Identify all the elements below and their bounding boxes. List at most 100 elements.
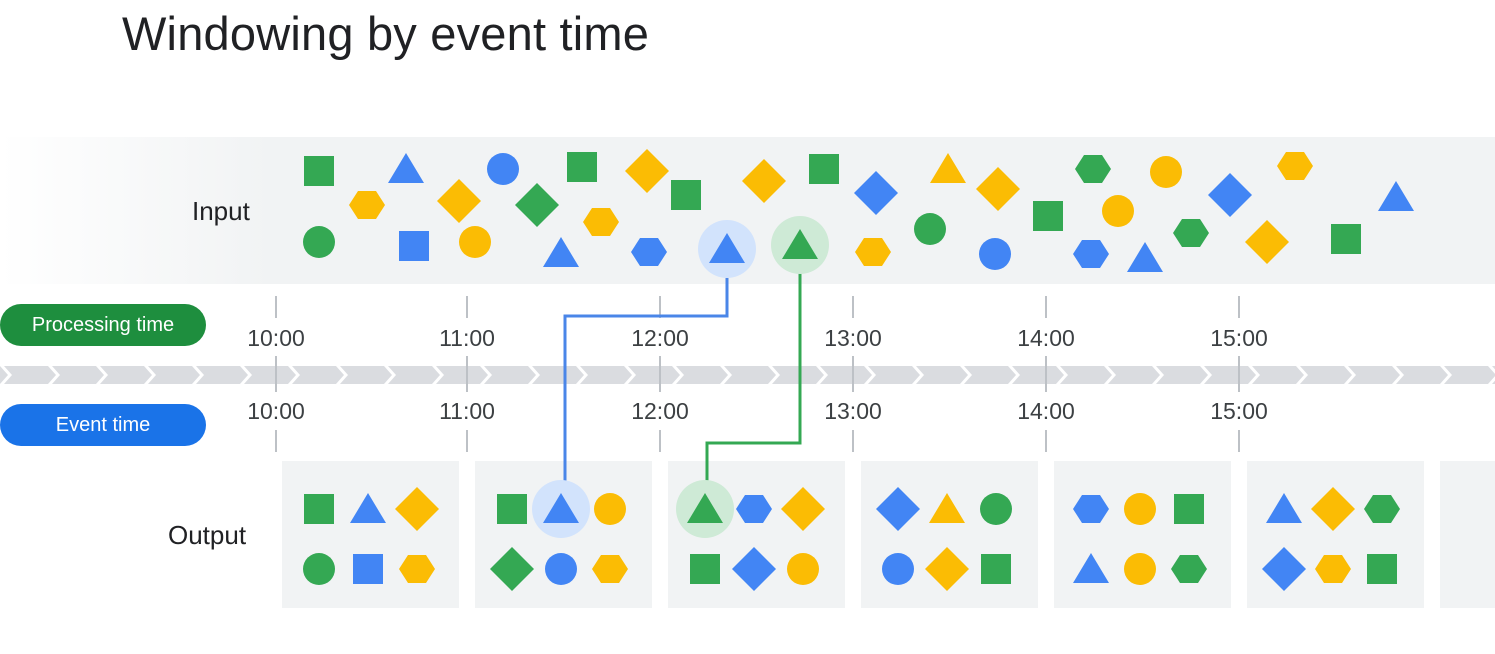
- tick-lines: [275, 296, 1240, 452]
- input-green-circle-1: [303, 226, 335, 258]
- input-yellow-hexagon-2: [349, 191, 385, 219]
- chevron-7: [336, 366, 348, 384]
- output-blue-hexagon-4-0: [1073, 495, 1109, 523]
- chevron-12: [576, 366, 588, 384]
- output-blue-diamond-2-4: [732, 547, 776, 591]
- output-window-4: [1054, 461, 1231, 608]
- output-blue-diamond-3-0: [876, 487, 920, 531]
- output-yellow-diamond-5-1: [1311, 487, 1355, 531]
- chevron-22: [1056, 366, 1068, 384]
- chevron-28: [1344, 366, 1356, 384]
- processing-tick-label-4: 14:00: [1017, 325, 1075, 351]
- input-blue-hexagon-13: [631, 238, 667, 266]
- chevron-9: [432, 366, 444, 384]
- output-blue-hexagon-2-1: [736, 495, 772, 523]
- chevron-2: [96, 366, 108, 384]
- chevron-19: [912, 366, 924, 384]
- processing-tick-label-0: 10:00: [247, 325, 305, 351]
- chevron-3: [144, 366, 156, 384]
- processing-time-pill: Processing time: [0, 304, 206, 346]
- input-green-circle-21: [914, 213, 946, 245]
- output-yellow-hexagon-5-4: [1315, 555, 1351, 583]
- output-green-hexagon-5-2: [1364, 495, 1400, 523]
- input-yellow-diamond-33: [1245, 220, 1289, 264]
- chevron-11: [528, 366, 540, 384]
- input-blue-square-4: [399, 231, 429, 261]
- input-yellow-circle-6: [459, 226, 491, 258]
- chevron-27: [1296, 366, 1308, 384]
- output-windows: [282, 461, 1495, 608]
- chevron-29: [1392, 366, 1404, 384]
- output-green-square-3-5: [981, 554, 1011, 584]
- green-link-line: [705, 272, 802, 484]
- output-blue-triangle-1-1: [543, 493, 579, 523]
- input-green-square-14: [671, 180, 701, 210]
- input-blue-triangle-9: [543, 237, 579, 267]
- input-green-triangle-17: [782, 229, 818, 259]
- output-yellow-diamond-2-2: [781, 487, 825, 531]
- output-yellow-circle-4-4: [1124, 553, 1156, 585]
- input-blue-diamond-32: [1208, 173, 1252, 217]
- input-yellow-hexagon-11: [583, 208, 619, 236]
- output-blue-triangle-0-1: [350, 493, 386, 523]
- output-blue-diamond-5-3: [1262, 547, 1306, 591]
- event-time-pill: Event time: [0, 404, 206, 446]
- output-blue-square-0-4: [353, 554, 383, 584]
- event-tick-label-1: 11:00: [439, 398, 495, 424]
- input-blue-triangle-36: [1378, 181, 1414, 211]
- processing-tick-label-1: 11:00: [439, 325, 495, 351]
- output-window-0: [282, 461, 459, 608]
- output-window-6: [1440, 461, 1495, 608]
- chevron-14: [672, 366, 684, 384]
- chevron-20: [960, 366, 972, 384]
- chevron-18: [864, 366, 876, 384]
- chevron-5: [240, 366, 252, 384]
- output-yellow-hexagon-1-5: [592, 555, 628, 583]
- chevron-0: [0, 366, 12, 384]
- chevron-25: [1200, 366, 1212, 384]
- output-yellow-circle-2-5: [787, 553, 819, 585]
- input-yellow-hexagon-20: [855, 238, 891, 266]
- output-elements: [303, 480, 1400, 591]
- input-blue-triangle-3: [388, 153, 424, 183]
- processing-tick-label-2: 12:00: [631, 325, 689, 351]
- chevron-1: [48, 366, 60, 384]
- input-blue-triangle-15: [709, 233, 745, 263]
- output-green-square-2-3: [690, 554, 720, 584]
- output-green-square-4-2: [1174, 494, 1204, 524]
- output-green-square-5-5: [1367, 554, 1397, 584]
- output-yellow-hexagon-0-5: [399, 555, 435, 583]
- chevron-8: [384, 366, 396, 384]
- output-yellow-diamond-3-4: [925, 547, 969, 591]
- input-green-square-35: [1331, 224, 1361, 254]
- event-tick-label-0: 10:00: [247, 398, 305, 424]
- chevron-15: [720, 366, 732, 384]
- input-yellow-diamond-12: [625, 149, 669, 193]
- input-green-square-0: [304, 156, 334, 186]
- output-green-diamond-1-3: [490, 547, 534, 591]
- page-title: Windowing by event time: [122, 7, 650, 60]
- output-window-5: [1247, 461, 1424, 608]
- arrow-track-bar: [0, 366, 1495, 384]
- output-row-label: Output: [168, 520, 247, 550]
- input-green-hexagon-26: [1075, 155, 1111, 183]
- event-tick-label-4: 14:00: [1017, 398, 1075, 424]
- chevron-24: [1152, 366, 1164, 384]
- output-green-square-1-0: [497, 494, 527, 524]
- input-green-square-25: [1033, 201, 1063, 231]
- chevron-16: [768, 366, 780, 384]
- input-yellow-diamond-5: [437, 179, 481, 223]
- input-green-square-18: [809, 154, 839, 184]
- input-elements: [303, 149, 1414, 278]
- input-blue-triangle-29: [1127, 242, 1163, 272]
- output-blue-circle-3-3: [882, 553, 914, 585]
- output-blue-triangle-5-0: [1266, 493, 1302, 523]
- event-tick-label-5: 15:00: [1210, 398, 1268, 424]
- input-green-diamond-8: [515, 183, 559, 227]
- input-yellow-diamond-23: [976, 167, 1020, 211]
- output-yellow-circle-4-1: [1124, 493, 1156, 525]
- input-green-hexagon-31: [1173, 219, 1209, 247]
- chevron-21: [1008, 366, 1020, 384]
- event-tick-label-2: 12:00: [631, 398, 689, 424]
- chevron-31: [1488, 366, 1495, 384]
